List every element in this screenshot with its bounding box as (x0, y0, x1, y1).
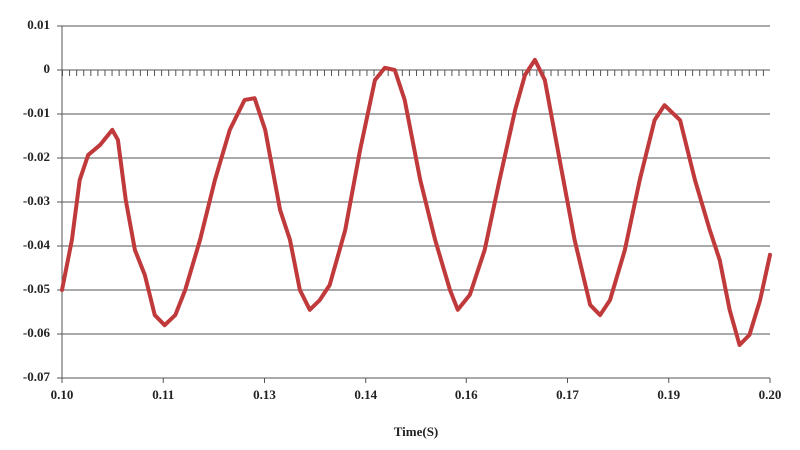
x-tick-label: 0.13 (253, 387, 276, 402)
y-tick-label: 0.01 (27, 17, 50, 32)
x-tick-label: 0.11 (152, 387, 174, 402)
y-tick-label: -0.07 (23, 369, 51, 384)
data-line (60, 57, 772, 347)
y-tick-label: 0 (44, 61, 51, 76)
y-tick-label: -0.06 (23, 325, 51, 340)
y-tick-label: -0.02 (23, 149, 50, 164)
x-axis-label: Time(S) (394, 424, 439, 439)
x-tick-label: 0.16 (455, 387, 478, 402)
x-tick-label: 0.17 (556, 387, 579, 402)
y-tick-label: -0.04 (23, 237, 51, 252)
x-tick-label: 0.10 (51, 387, 74, 402)
x-tick-label: 0.14 (354, 387, 377, 402)
y-tick-label: -0.05 (23, 281, 51, 296)
y-tick-label: -0.01 (23, 105, 50, 120)
x-tick-label: 0.20 (759, 387, 782, 402)
x-tick-label: 0.19 (657, 387, 680, 402)
y-tick-label: -0.03 (23, 193, 51, 208)
